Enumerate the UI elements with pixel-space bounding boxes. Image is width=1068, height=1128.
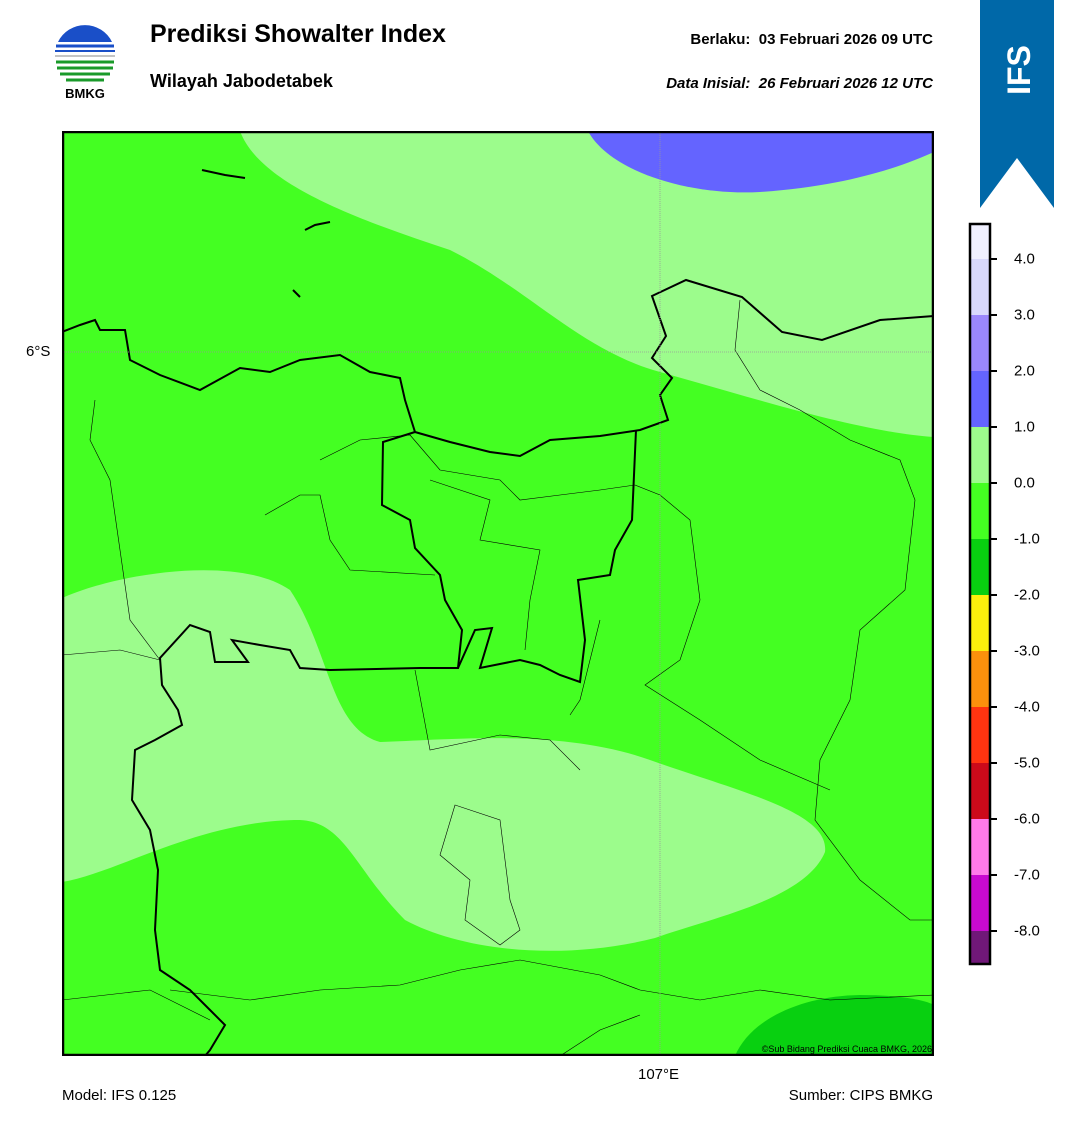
colorbar — [968, 222, 997, 966]
colorbar-tick-label: 1.0 — [1014, 418, 1035, 436]
source-label: Sumber: CIPS BMKG — [788, 1087, 933, 1104]
colorbar-segment — [971, 595, 989, 651]
page-title: Prediksi Showalter Index — [150, 20, 446, 48]
field-dark-green-southeast — [735, 995, 934, 1056]
colorbar-segment — [971, 225, 989, 259]
colorbar-segment — [971, 763, 989, 819]
colorbar-segment — [971, 707, 989, 763]
colorbar-segment — [971, 931, 989, 963]
copyright: ©Sub Bidang Prediksi Cuaca BMKG, 2026 — [762, 1044, 932, 1054]
colorbar-segment — [971, 427, 989, 483]
page-subtitle: Wilayah Jabodetabek — [150, 71, 333, 91]
colorbar-segment — [971, 539, 989, 595]
map: ©Sub Bidang Prediksi Cuaca BMKG, 2026 — [62, 131, 934, 1056]
colorbar-tick-label: -3.0 — [1014, 642, 1040, 660]
valid-label: Berlaku: — [690, 31, 751, 48]
valid-value: 03 Februari 2026 09 UTC — [758, 31, 933, 48]
map-frame — [62, 131, 934, 1056]
logo-text: BMKG — [65, 86, 105, 101]
colorbar-tick-label: -2.0 — [1014, 586, 1040, 604]
colorbar-tick-label: -1.0 — [1014, 530, 1040, 548]
field-light-green-north — [240, 131, 934, 437]
colorbar-tick-label: -4.0 — [1014, 698, 1040, 716]
model-label: Model: IFS 0.125 — [62, 1087, 177, 1104]
colorbar-tick-label: 4.0 — [1014, 250, 1035, 268]
regency-boundaries — [62, 299, 934, 1056]
valid-time: Berlaku: 03 Februari 2026 09 UTC — [690, 31, 933, 48]
field-blue-northeast — [588, 131, 934, 193]
colorbar-segment — [971, 259, 989, 315]
init-label: Data Inisial: — [666, 75, 751, 92]
colorbar-segment — [971, 651, 989, 707]
colorbar-tick-label: -5.0 — [1014, 754, 1040, 772]
colorbar-tick-label: -8.0 — [1014, 922, 1040, 940]
colorbar-segment — [971, 819, 989, 875]
init-time: Data Inisial: 26 Februari 2026 12 UTC — [666, 75, 933, 92]
colorbar-tick-label: 3.0 — [1014, 306, 1035, 324]
colorbar-segment — [971, 315, 989, 371]
colorbar-tick-label: -6.0 — [1014, 810, 1040, 828]
colorbar-segment — [971, 483, 989, 539]
ribbon-text: IFS — [1001, 45, 1037, 95]
ifs-ribbon: IFS — [980, 0, 1054, 208]
field-light-green-middle — [62, 570, 826, 951]
lat-label: 6°S — [26, 343, 51, 360]
colorbar-segment — [971, 875, 989, 931]
bmkg-logo: BMKG — [55, 24, 115, 101]
colorbar-tick-label: 0.0 — [1014, 474, 1035, 492]
colorbar-segment — [971, 371, 989, 427]
lon-label: 107°E — [638, 1066, 680, 1083]
colorbar-tick-label: 2.0 — [1014, 362, 1035, 380]
init-value: 26 Februari 2026 12 UTC — [758, 75, 933, 92]
coastline — [62, 169, 934, 1056]
colorbar-tick-label: -7.0 — [1014, 866, 1040, 884]
